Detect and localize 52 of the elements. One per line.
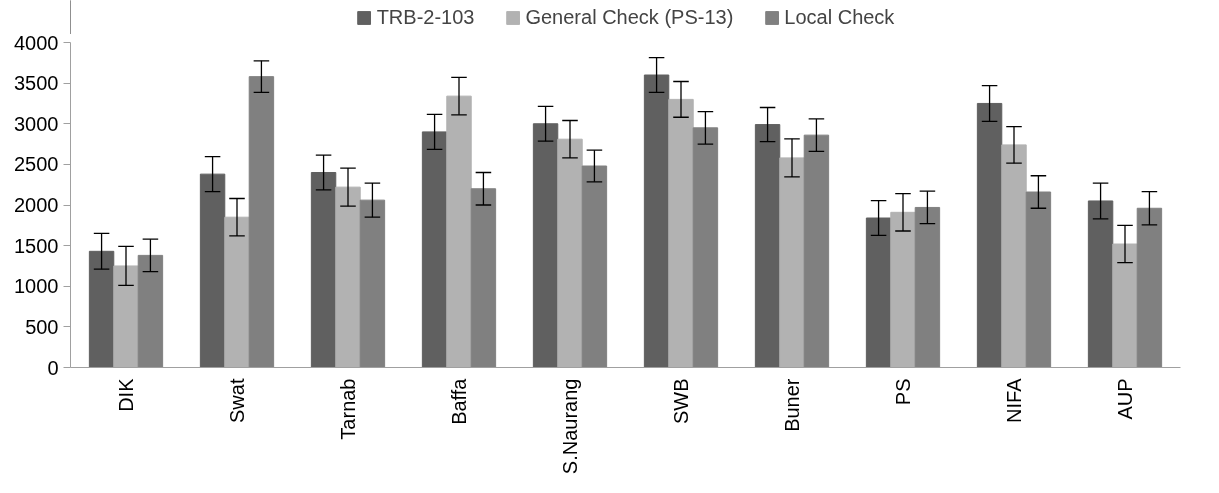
x-tick-label: S.Naurang [559,378,581,475]
bar [643,74,670,368]
bar [754,124,781,368]
bar [248,76,275,368]
bar [88,250,115,368]
y-tick-label: 4000 [14,31,59,54]
bar [865,217,892,368]
bar [310,172,337,368]
bar [137,254,164,368]
x-tick-label: Swat [226,378,248,423]
y-tick-label: 3500 [14,72,59,95]
x-tick-label: Baffa [448,377,470,425]
y-tick-label: 1000 [14,275,59,298]
y-tick-label: 1500 [14,234,59,257]
bar [914,206,941,368]
bar [113,265,139,368]
legend-label: TRB-2-103 [376,5,475,29]
bar [224,216,250,368]
y-tick-label: 2000 [14,194,59,216]
y-tick-label: 500 [25,315,59,338]
bar [803,134,830,368]
x-tick-label: Buner [781,378,803,432]
bar [581,165,608,368]
bar [470,188,497,368]
bar [976,102,1003,368]
x-tick-label: Tarnab [337,378,359,440]
bar [532,123,559,368]
bar [779,157,805,368]
bar [1025,191,1052,368]
bar [1112,243,1138,368]
bar [199,173,226,368]
y-tick-label: 2500 [14,153,59,176]
bar [421,131,448,368]
bar [359,199,386,368]
bar [692,127,719,368]
bar [335,186,361,368]
y-tick-label: 3000 [14,112,59,135]
bar [557,138,583,368]
x-tick-label: DIK [115,377,137,412]
legend-label: General Check (PS-13) [525,5,734,29]
bar [446,95,472,368]
x-tick-label: SWB [670,378,692,425]
y-tick-label: 0 [47,356,59,379]
x-tick-label: NIFA [1003,377,1025,423]
x-tick-label: PS [892,378,914,406]
bar [1001,144,1027,368]
legend-label: Local Check [784,5,895,29]
x-tick-label: AUP [1114,378,1136,420]
bar [1136,207,1163,368]
bar [890,211,916,368]
bar [1087,200,1114,368]
bar [668,98,694,368]
